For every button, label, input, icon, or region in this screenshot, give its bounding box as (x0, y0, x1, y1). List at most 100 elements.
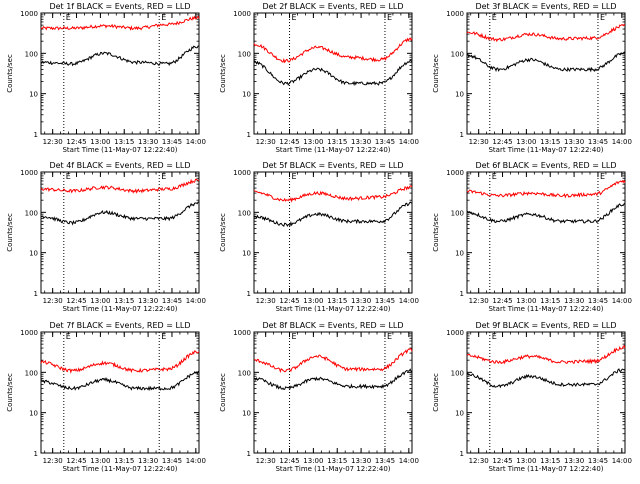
y-tick-label: 10 (455, 250, 464, 258)
x-tick-label: 14:00 (399, 297, 419, 305)
y-tick-label: 100 (451, 50, 464, 58)
chart-title: Det 3f BLACK = Events, RED = LLD (475, 2, 616, 11)
events-rate-series (253, 368, 413, 390)
event-marker-label: E (387, 172, 392, 181)
x-tick-label: 13:00 (303, 457, 323, 465)
x-axis-label: Start Time (11-May-07 12:22:40) (488, 146, 603, 154)
event-marker-label: E (492, 172, 497, 181)
x-tick-label: 13:30 (138, 297, 158, 305)
y-axis-label: Counts/sec (432, 54, 440, 93)
x-axis-label: Start Time (11-May-07 12:22:40) (488, 305, 603, 313)
plot-frame (253, 171, 413, 294)
y-tick-label: 1 (247, 290, 251, 298)
chart-panel: Det 1f BLACK = Events, RED = LLD Counts/s… (6, 2, 206, 154)
x-tick-label: 12:45 (66, 297, 86, 305)
event-marker-label: E (292, 332, 297, 341)
plot-frame (40, 171, 200, 294)
x-tick-label: 13:45 (162, 457, 182, 465)
event-marker-label: E (161, 172, 166, 181)
y-tick-label: 100 (238, 209, 251, 217)
y-tick-label: 10 (29, 91, 38, 99)
x-tick-label: 12:30 (469, 138, 489, 146)
lld-rate-series (253, 185, 413, 203)
event-marker-label: E (292, 13, 297, 22)
y-tick-label: 100 (25, 369, 38, 377)
x-tick-label: 13:45 (375, 457, 395, 465)
chart-panel: Det 2f BLACK = Events, RED = LLD Counts/s… (219, 2, 419, 154)
y-tick-label: 1000 (446, 10, 464, 18)
x-tick-label: 13:00 (90, 457, 110, 465)
lld-rate-series (466, 23, 626, 43)
chart-title: Det 5f BLACK = Events, RED = LLD (262, 161, 403, 170)
x-tick-label: 14:00 (186, 138, 206, 146)
x-axis-label: Start Time (11-May-07 12:22:40) (275, 465, 390, 473)
plot-frame (466, 171, 626, 294)
x-tick-label: 13:45 (588, 138, 608, 146)
chart-panel: Det 6f BLACK = Events, RED = LLD Counts/s… (432, 161, 632, 313)
x-tick-label: 13:15 (540, 297, 560, 305)
plot-frame (40, 331, 200, 454)
x-tick-label: 13:45 (162, 138, 182, 146)
y-tick-label: 1000 (446, 329, 464, 337)
x-tick-label: 13:00 (90, 138, 110, 146)
plot-frame (466, 12, 626, 135)
y-tick-label: 10 (242, 410, 251, 418)
y-tick-label: 10 (242, 250, 251, 258)
y-tick-label: 1 (34, 450, 38, 458)
x-tick-label: 12:30 (256, 457, 276, 465)
x-axis-label: Start Time (11-May-07 12:22:40) (62, 465, 177, 473)
events-rate-series (466, 202, 626, 224)
event-marker-label: E (387, 332, 392, 341)
event-marker-label: E (492, 332, 497, 341)
y-tick-label: 1 (247, 131, 251, 139)
x-tick-label: 12:30 (256, 138, 276, 146)
y-axis-label: Counts/sec (6, 54, 14, 93)
chart-title: Det 2f BLACK = Events, RED = LLD (262, 2, 403, 11)
event-marker-label: E (161, 13, 166, 22)
lld-rate-series (466, 179, 626, 199)
x-tick-label: 13:30 (351, 138, 371, 146)
x-tick-label: 13:30 (564, 297, 584, 305)
event-marker-label: E (600, 332, 605, 341)
y-tick-label: 1 (247, 450, 251, 458)
y-axis-label: Counts/sec (6, 213, 14, 252)
x-tick-label: 13:30 (138, 138, 158, 146)
y-axis-label: Counts/sec (219, 213, 227, 252)
x-tick-label: 12:45 (492, 457, 512, 465)
x-tick-label: 14:00 (399, 457, 419, 465)
y-tick-label: 1000 (20, 329, 38, 337)
y-tick-label: 1 (34, 131, 38, 139)
chart-panel: Det 5f BLACK = Events, RED = LLD Counts/s… (219, 161, 419, 313)
x-tick-label: 14:00 (186, 457, 206, 465)
event-marker-label: E (66, 13, 71, 22)
y-tick-label: 1000 (20, 169, 38, 177)
y-tick-label: 1000 (233, 169, 251, 177)
chart-title: Det 8f BLACK = Events, RED = LLD (262, 321, 403, 330)
events-rate-series (40, 370, 200, 391)
y-tick-label: 100 (25, 50, 38, 58)
x-tick-label: 13:00 (516, 297, 536, 305)
x-axis-label: Start Time (11-May-07 12:22:40) (275, 146, 390, 154)
chart-title: Det 6f BLACK = Events, RED = LLD (475, 161, 616, 170)
x-tick-label: 13:30 (138, 457, 158, 465)
x-axis-label: Start Time (11-May-07 12:22:40) (62, 146, 177, 154)
x-tick-label: 12:45 (279, 297, 299, 305)
x-tick-label: 12:30 (469, 297, 489, 305)
chart-panel: Det 8f BLACK = Events, RED = LLD Counts/s… (219, 321, 419, 473)
events-rate-series (253, 59, 413, 87)
events-rate-series (40, 45, 199, 67)
events-rate-series (467, 51, 626, 73)
x-tick-label: 14:00 (612, 457, 632, 465)
x-tick-label: 13:30 (564, 457, 584, 465)
plot-frame (40, 12, 200, 135)
y-tick-label: 10 (242, 91, 251, 99)
x-tick-label: 14:00 (612, 138, 632, 146)
y-tick-label: 1000 (233, 329, 251, 337)
x-tick-label: 12:45 (279, 138, 299, 146)
x-axis-label: Start Time (11-May-07 12:22:40) (275, 305, 390, 313)
x-tick-label: 13:30 (564, 138, 584, 146)
plot-frame (253, 12, 413, 135)
lld-rate-series (40, 350, 200, 374)
x-tick-label: 12:45 (492, 297, 512, 305)
x-axis-label: Start Time (11-May-07 12:22:40) (62, 305, 177, 313)
